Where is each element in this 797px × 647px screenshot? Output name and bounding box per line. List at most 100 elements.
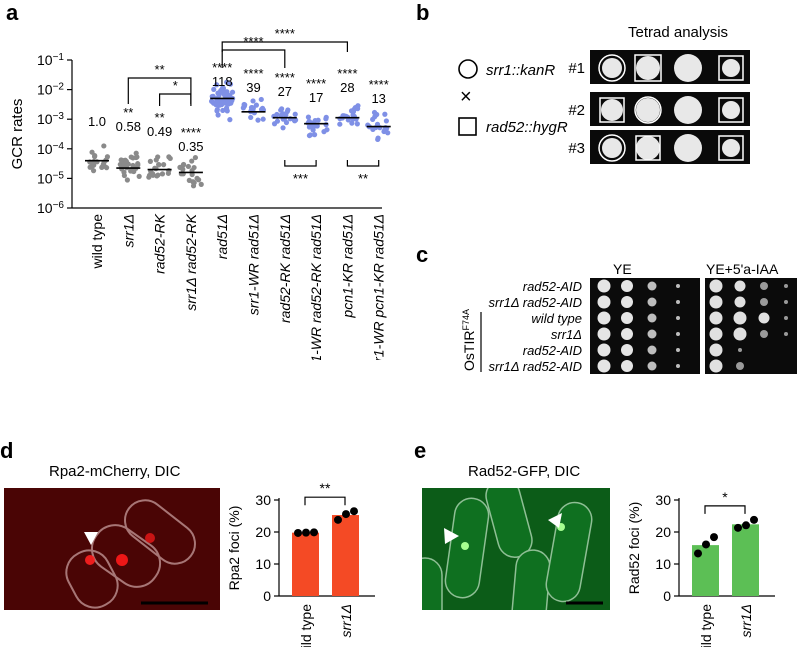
yeast-spot <box>621 344 633 356</box>
y-tick-label: 10−1 <box>37 52 64 69</box>
arrowhead-icon <box>444 528 459 544</box>
yeast-spot <box>621 312 633 324</box>
data-point <box>370 116 376 123</box>
strain-label: wild type <box>89 214 105 270</box>
data-point <box>248 114 254 121</box>
y-tick-label: 10−5 <box>37 170 64 187</box>
data-point <box>147 158 153 164</box>
panel-d-chart: 0 10 20 30 Rpa2 foci (%) wild type srr1Δ ** <box>226 480 375 647</box>
yeast-spot <box>597 279 611 293</box>
colony <box>674 54 702 82</box>
significance-label: **** <box>337 66 357 81</box>
yeast-spot <box>760 282 768 290</box>
square-marker-icon <box>718 97 744 123</box>
rate-ratio-label: 27 <box>278 84 292 99</box>
data-point <box>177 164 183 170</box>
rate-ratio-label: 17 <box>309 90 323 105</box>
data-point <box>315 117 321 123</box>
data-point <box>121 169 127 175</box>
data-point <box>694 549 702 558</box>
rpa2-micrograph <box>4 488 220 610</box>
data-point <box>249 104 255 111</box>
data-point <box>226 101 232 107</box>
data-point <box>375 135 381 141</box>
y-tick-label: 10−6 <box>37 200 64 217</box>
legend-square-label: rad52::hygR <box>486 119 568 136</box>
strain-label: srr1Δ rad52-AID <box>489 295 583 310</box>
yeast-spot <box>784 316 788 320</box>
panel-c-label: c <box>416 242 429 267</box>
data-point <box>255 117 261 123</box>
data-point <box>192 154 199 161</box>
bar <box>732 524 759 596</box>
data-point <box>191 164 197 171</box>
tetrad-row-label: #2 <box>568 102 585 119</box>
data-point <box>189 158 195 164</box>
strain-label: srr1Δ rad52-RK <box>183 213 199 310</box>
micrograph-e-title: Rad52-GFP, DIC <box>468 463 581 480</box>
y-tick-label: 10 <box>655 556 671 572</box>
bracket-significance-label: * <box>173 78 178 93</box>
yeast-spot <box>676 348 680 352</box>
panel-d-label: d <box>0 438 14 463</box>
data-point <box>129 168 136 174</box>
data-point <box>124 177 130 183</box>
significance-label: ** <box>320 480 331 496</box>
rate-ratio-label: 118 <box>212 74 233 89</box>
data-point <box>342 510 350 519</box>
yeast-spot <box>733 327 747 341</box>
data-point <box>91 158 97 165</box>
data-point <box>321 129 327 135</box>
square-marker-icon <box>458 117 477 136</box>
yeast-spot <box>597 343 611 357</box>
data-point <box>153 157 159 163</box>
strain-label: srr1-WR pcn1-KR rad51Δ <box>371 214 387 360</box>
data-point <box>229 89 236 95</box>
yeast-spot <box>738 348 742 352</box>
strain-label: srr1Δ <box>551 327 582 342</box>
cross-symbol: × <box>460 86 472 108</box>
strain-label: rad52-AID <box>523 279 582 294</box>
yeast-spot <box>734 280 746 292</box>
data-point <box>198 181 204 187</box>
data-point <box>374 111 380 118</box>
y-axis-label: GCR rates <box>9 99 26 170</box>
bracket-significance-label: *** <box>293 171 308 186</box>
significance-bracket <box>284 160 317 167</box>
yeast-spot <box>676 332 680 336</box>
yeast-spot <box>784 332 788 336</box>
data-point <box>350 507 358 516</box>
rate-ratio-label: 13 <box>371 91 385 106</box>
significance-label: * <box>722 489 728 505</box>
colony <box>602 58 622 78</box>
yeast-spot <box>676 316 680 320</box>
bar <box>332 515 359 596</box>
square-marker-icon <box>599 97 625 123</box>
yeast-spot <box>676 284 680 288</box>
yeast-spot <box>676 364 680 368</box>
data-point <box>92 154 98 160</box>
yeast-spot <box>734 296 746 308</box>
colony <box>722 59 740 77</box>
panel-a-chart: 10−1 10−2 10−3 10−4 10−5 10−6 GCR rates 1.0 0.5… <box>9 26 391 360</box>
yeast-spot <box>758 312 770 324</box>
data-point <box>259 105 266 111</box>
significance-bracket <box>704 505 746 514</box>
strain-label: rad52-RK rad51Δ <box>277 214 293 323</box>
square-marker-icon <box>635 135 661 161</box>
data-point <box>310 127 316 133</box>
data-point <box>702 540 710 549</box>
data-point <box>87 164 93 170</box>
yeast-spot <box>597 359 611 373</box>
data-point <box>121 161 127 167</box>
significance-bracket <box>221 41 348 52</box>
y-tick-label: 10 <box>255 556 271 572</box>
data-point <box>294 528 302 537</box>
data-point <box>710 533 718 542</box>
yeast-spot <box>733 311 747 325</box>
data-point <box>186 177 192 183</box>
significance-bracket <box>304 496 346 506</box>
yeast-spot <box>709 359 723 373</box>
data-point <box>220 107 226 114</box>
data-point <box>258 96 264 103</box>
